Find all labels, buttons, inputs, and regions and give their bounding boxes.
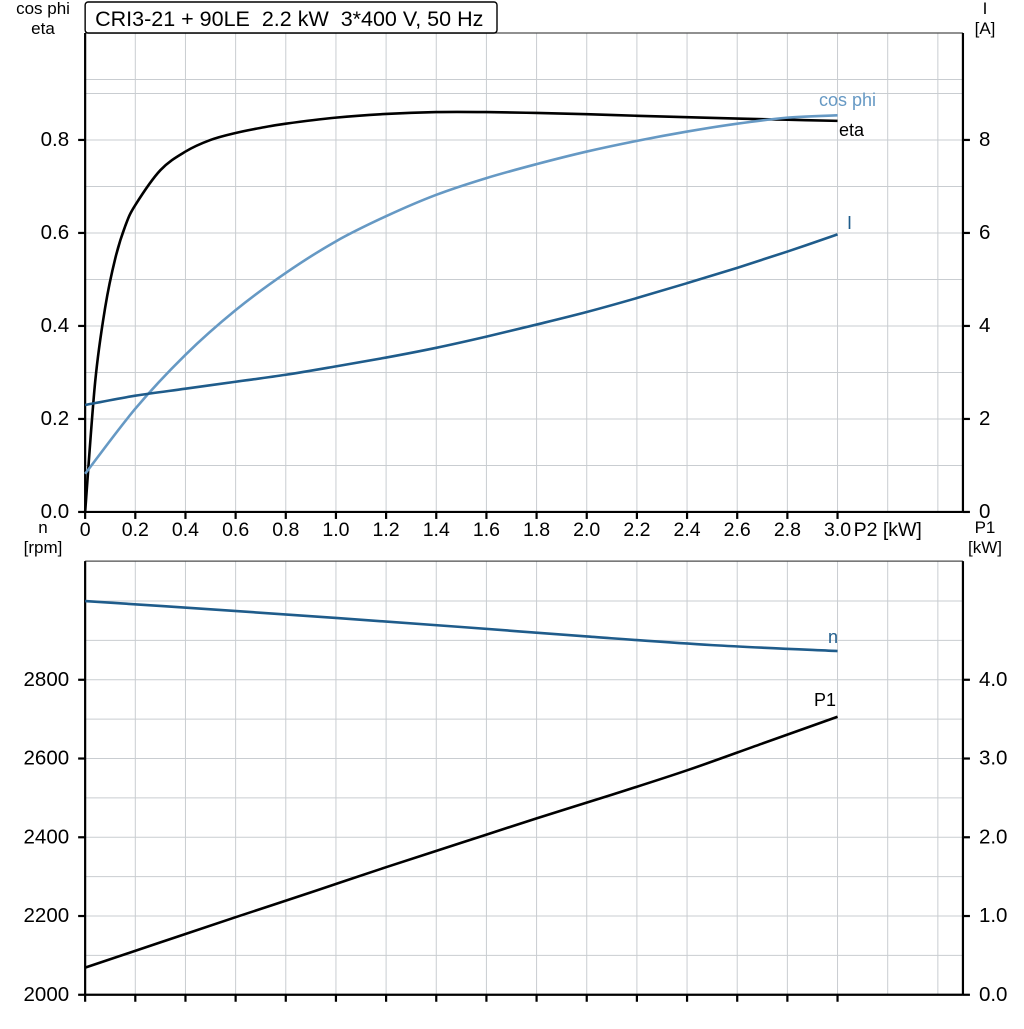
svg-text:1.0: 1.0 (322, 519, 349, 541)
svg-text:1.0: 1.0 (979, 904, 1008, 927)
svg-text:0.8: 0.8 (41, 128, 70, 151)
svg-text:0.4: 0.4 (41, 314, 70, 337)
svg-text:eta: eta (839, 120, 865, 140)
svg-text:0.8: 0.8 (272, 519, 299, 541)
svg-text:0.6: 0.6 (222, 519, 249, 541)
svg-text:n: n (828, 627, 838, 647)
svg-text:[rpm]: [rpm] (24, 538, 63, 557)
svg-text:2400: 2400 (24, 825, 70, 848)
svg-text:1.4: 1.4 (423, 519, 450, 541)
svg-text:2.2: 2.2 (623, 519, 650, 541)
svg-text:2800: 2800 (24, 668, 70, 691)
svg-text:2.0: 2.0 (573, 519, 600, 541)
svg-text:1.2: 1.2 (373, 519, 400, 541)
svg-text:2.8: 2.8 (774, 519, 801, 541)
svg-text:2600: 2600 (24, 747, 70, 770)
svg-text:2000: 2000 (24, 983, 70, 1006)
svg-text:4.0: 4.0 (979, 668, 1008, 691)
svg-text:2200: 2200 (24, 904, 70, 927)
svg-text:0.6: 0.6 (41, 221, 70, 244)
svg-text:2.6: 2.6 (724, 519, 751, 541)
svg-text:0.4: 0.4 (172, 519, 199, 541)
svg-text:cos phi: cos phi (16, 0, 70, 18)
svg-text:P1: P1 (975, 518, 996, 537)
svg-text:0.2: 0.2 (41, 407, 70, 430)
svg-text:8: 8 (979, 128, 990, 151)
svg-text:2.0: 2.0 (979, 825, 1008, 848)
svg-text:0: 0 (80, 519, 91, 541)
svg-text:4: 4 (979, 314, 990, 337)
svg-text:2: 2 (979, 407, 990, 430)
svg-text:I: I (983, 0, 988, 18)
svg-text:[A]: [A] (975, 19, 996, 38)
svg-text:2.4: 2.4 (674, 519, 701, 541)
svg-text:1.8: 1.8 (523, 519, 550, 541)
svg-text:cos phi: cos phi (819, 90, 876, 110)
svg-text:eta: eta (31, 19, 55, 38)
svg-text:3.0: 3.0 (979, 747, 1008, 770)
svg-text:n: n (38, 518, 47, 537)
svg-text:P2 [kW]: P2 [kW] (854, 519, 922, 541)
svg-text:3.0: 3.0 (824, 519, 851, 541)
svg-text:1.6: 1.6 (473, 519, 500, 541)
svg-text:P1: P1 (814, 690, 836, 710)
svg-text:0.0: 0.0 (979, 983, 1008, 1006)
svg-text:[kW]: [kW] (968, 538, 1002, 557)
svg-text:0.2: 0.2 (122, 519, 149, 541)
svg-text:6: 6 (979, 221, 990, 244)
svg-text:CRI3-21 + 90LE 2.2 kW 3*400: CRI3-21 + 90LE 2.2 kW 3*400 V, 50 Hz (95, 7, 483, 31)
svg-text:I: I (847, 213, 852, 233)
